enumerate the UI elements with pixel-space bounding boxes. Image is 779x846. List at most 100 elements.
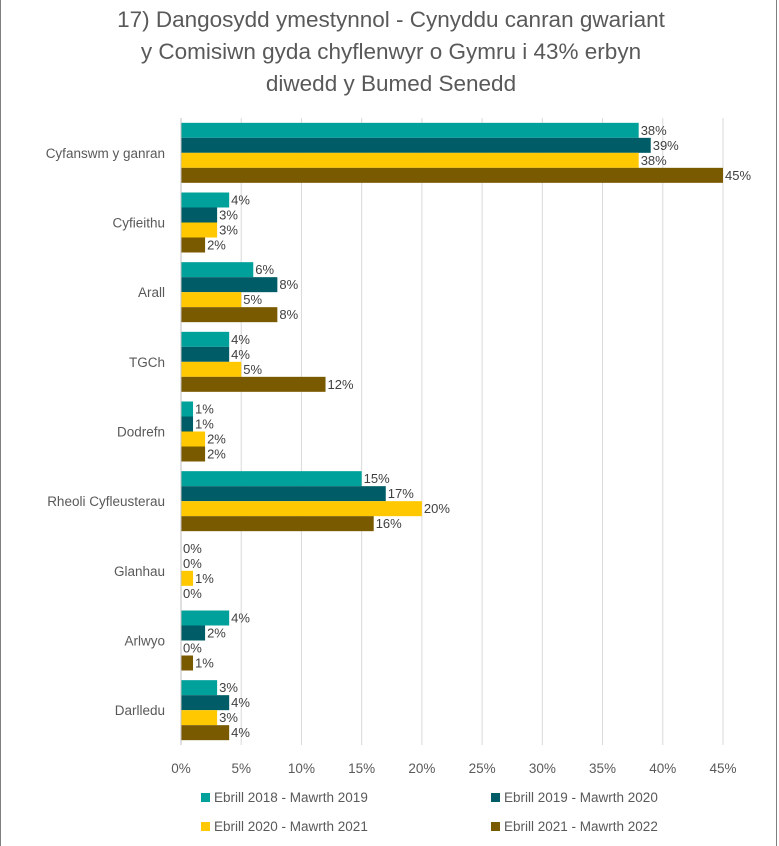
data-label: 1% xyxy=(195,656,214,671)
bar xyxy=(181,137,651,153)
bar-chart: 0% 5% 10% 15% 20% 25% 30% 35% 40% 45% Cyfanswm y g… xyxy=(46,118,751,776)
legend-item-series-2: Ebrill 2019 - Mawrth 2020 xyxy=(491,790,721,805)
data-label: 2% xyxy=(207,432,226,447)
bar xyxy=(181,361,242,377)
bar xyxy=(181,307,278,323)
category-label: Arlwyo xyxy=(124,634,165,649)
legend-swatch-series-1 xyxy=(201,793,210,802)
legend: Ebrill 2018 - Mawrth 2019 Ebrill 2019 - … xyxy=(201,790,721,834)
bar xyxy=(181,277,278,293)
bar xyxy=(181,331,230,347)
data-label: 4% xyxy=(231,193,250,208)
data-label: 2% xyxy=(207,447,226,462)
data-label: 3% xyxy=(219,223,238,238)
chart-title-line-2: y Comisiwn gyda chyflenwyr o Gymru i 43%… xyxy=(140,39,642,64)
data-label: 1% xyxy=(195,571,214,586)
data-label: 3% xyxy=(219,680,238,695)
chart-title-line-1: 17) Dangosydd ymestynnol - Cynyddu canra… xyxy=(117,7,665,32)
data-label: 4% xyxy=(231,332,250,347)
x-tick-label: 15% xyxy=(348,761,375,776)
data-label: 5% xyxy=(243,292,262,307)
bar xyxy=(181,471,362,487)
category-label: Cyfieithu xyxy=(112,216,165,231)
data-label: 0% xyxy=(183,586,202,601)
data-label: 3% xyxy=(219,710,238,725)
data-label: 3% xyxy=(219,208,238,223)
category-label: TGCh xyxy=(129,355,165,370)
category-label: Rheoli Cyfleusterau xyxy=(47,494,165,509)
category-label: Cyfanswm y ganran xyxy=(46,146,165,161)
bar xyxy=(181,222,218,238)
data-label: 17% xyxy=(388,486,414,501)
category-label: Darlledu xyxy=(115,703,165,718)
data-label: 0% xyxy=(183,641,202,656)
bar xyxy=(181,570,194,586)
data-label: 39% xyxy=(653,138,679,153)
legend-label-series-4: Ebrill 2021 - Mawrth 2022 xyxy=(504,819,658,834)
data-label: 4% xyxy=(231,695,250,710)
bar xyxy=(181,610,230,626)
data-label: 1% xyxy=(195,402,214,417)
x-tick-label: 20% xyxy=(408,761,435,776)
category-label: Dodrefn xyxy=(117,425,165,440)
bar xyxy=(181,431,206,447)
bar xyxy=(181,401,194,417)
bar xyxy=(181,192,230,208)
bar xyxy=(181,207,218,223)
data-label: 16% xyxy=(376,516,402,531)
x-tick-label: 5% xyxy=(231,761,251,776)
data-label: 45% xyxy=(725,168,751,183)
data-label: 6% xyxy=(255,262,274,277)
x-tick-label: 45% xyxy=(709,761,736,776)
bar xyxy=(181,152,639,168)
bar xyxy=(181,167,723,183)
category-label: Arall xyxy=(138,285,165,300)
legend-swatch-series-3 xyxy=(201,822,210,831)
bar xyxy=(181,292,242,308)
bar xyxy=(181,680,218,696)
data-label: 4% xyxy=(231,725,250,740)
data-label: 2% xyxy=(207,626,226,641)
chart-title: 17) Dangosydd ymestynnol - Cynyddu canra… xyxy=(41,4,741,100)
bar xyxy=(181,695,230,711)
bar xyxy=(181,625,206,641)
bar xyxy=(181,710,218,726)
x-tick-label: 10% xyxy=(288,761,315,776)
x-tick-label: 25% xyxy=(469,761,496,776)
legend-label-series-2: Ebrill 2019 - Mawrth 2020 xyxy=(504,790,658,805)
data-label: 15% xyxy=(364,471,390,486)
legend-item-series-1: Ebrill 2018 - Mawrth 2019 xyxy=(201,790,491,805)
legend-label-series-1: Ebrill 2018 - Mawrth 2019 xyxy=(214,790,368,805)
legend-label-series-3: Ebrill 2020 - Mawrth 2021 xyxy=(214,819,368,834)
bar xyxy=(181,237,206,253)
data-label: 5% xyxy=(243,362,262,377)
data-label: 2% xyxy=(207,238,226,253)
category-label: Glanhau xyxy=(114,564,165,579)
data-label: 20% xyxy=(424,501,450,516)
data-label: 0% xyxy=(183,541,202,556)
bar xyxy=(181,516,374,532)
legend-item-series-4: Ebrill 2021 - Mawrth 2022 xyxy=(491,819,721,834)
bar xyxy=(181,725,230,741)
x-tick-label: 30% xyxy=(529,761,556,776)
data-label: 4% xyxy=(231,347,250,362)
data-label: 0% xyxy=(183,556,202,571)
bar xyxy=(181,376,326,392)
bar xyxy=(181,501,422,517)
bar xyxy=(181,446,206,462)
data-label: 4% xyxy=(231,611,250,626)
x-tick-label: 35% xyxy=(589,761,616,776)
bar xyxy=(181,486,386,502)
legend-swatch-series-4 xyxy=(491,822,500,831)
bar xyxy=(181,122,639,138)
legend-item-series-3: Ebrill 2020 - Mawrth 2021 xyxy=(201,819,491,834)
data-label: 8% xyxy=(279,307,298,322)
bar xyxy=(181,262,254,278)
data-label: 38% xyxy=(641,153,667,168)
data-label: 8% xyxy=(279,277,298,292)
bar xyxy=(181,346,230,362)
data-label: 38% xyxy=(641,123,667,138)
x-tick-label: 0% xyxy=(171,761,191,776)
chart-title-line-3: diwedd y Bumed Senedd xyxy=(265,71,517,96)
